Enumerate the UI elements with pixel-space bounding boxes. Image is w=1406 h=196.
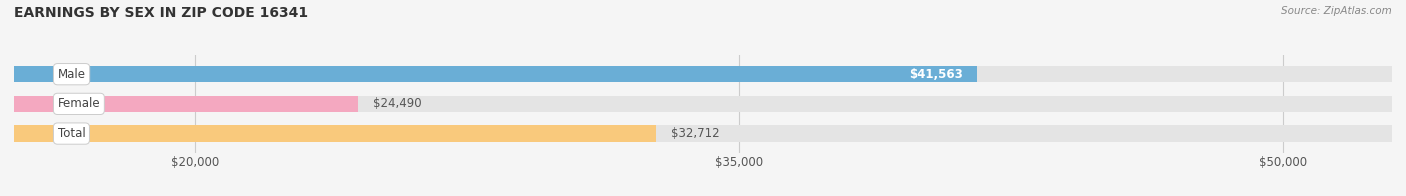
Bar (14, 125, 1392, 142)
Text: $32,712: $32,712 (671, 127, 720, 140)
Bar (14, 66, 977, 82)
Text: Total: Total (58, 127, 86, 140)
Text: EARNINGS BY SEX IN ZIP CODE 16341: EARNINGS BY SEX IN ZIP CODE 16341 (14, 6, 308, 20)
Bar (14, 96, 1392, 112)
Bar (14, 66, 1392, 82)
Text: Female: Female (58, 97, 100, 110)
Text: $41,563: $41,563 (910, 68, 963, 81)
Bar (14, 96, 359, 112)
Bar (14, 125, 657, 142)
Text: $24,490: $24,490 (373, 97, 422, 110)
Text: Source: ZipAtlas.com: Source: ZipAtlas.com (1281, 6, 1392, 16)
Text: Male: Male (58, 68, 86, 81)
